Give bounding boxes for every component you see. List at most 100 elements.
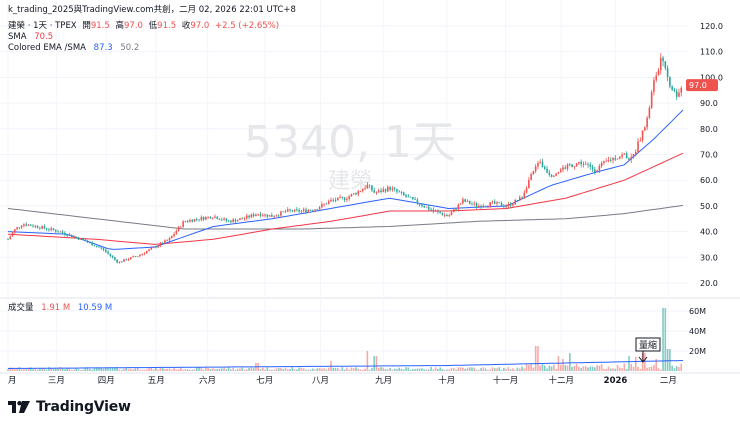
candle-body xyxy=(54,230,57,232)
price-pane-grid xyxy=(0,25,740,374)
candle-body xyxy=(491,201,494,203)
candle-body xyxy=(280,211,282,216)
candle-body xyxy=(339,197,341,199)
volume-bar xyxy=(489,369,491,371)
candle-body xyxy=(191,219,194,222)
candle-body xyxy=(223,218,225,220)
candle-body xyxy=(184,221,187,223)
legend-open: 91.5 xyxy=(91,21,110,31)
volume-bar xyxy=(66,367,68,371)
volume-bar xyxy=(430,367,432,371)
candle-body xyxy=(655,75,658,81)
volume-bar xyxy=(468,367,471,371)
volume-bar xyxy=(364,368,366,371)
volume-bar xyxy=(18,367,21,371)
legend-ema-value: 87.3 xyxy=(94,43,113,53)
candle-body xyxy=(343,197,346,200)
candle-body xyxy=(70,234,73,237)
candle-body xyxy=(418,203,421,205)
volume-bar xyxy=(123,368,125,371)
legend-low: 91.5 xyxy=(157,21,176,31)
candle-body xyxy=(148,249,150,252)
volume-bar xyxy=(591,366,594,371)
volume-bar xyxy=(343,369,346,371)
candle-body xyxy=(68,234,71,236)
moving-average-lines xyxy=(7,109,684,250)
volume-bar xyxy=(193,369,196,371)
volume-bar xyxy=(248,367,250,371)
candle-body xyxy=(634,151,637,155)
candle-body xyxy=(457,204,460,210)
volume-bar xyxy=(173,367,175,371)
volume-bar xyxy=(184,369,187,371)
candle-body xyxy=(437,210,439,212)
candle-body xyxy=(430,209,432,211)
volume-bar xyxy=(102,368,105,371)
volume-bar xyxy=(566,365,569,371)
candle-body xyxy=(348,196,350,200)
tradingview-logo[interactable]: TradingView xyxy=(8,399,131,415)
candle-body xyxy=(675,91,678,97)
candle-body xyxy=(532,171,535,175)
volume-bar xyxy=(359,369,362,371)
annotation-volume-shrink[interactable]: 量縮 xyxy=(635,337,661,363)
candle-body xyxy=(57,231,59,233)
candle-body xyxy=(207,216,209,218)
volume-bar xyxy=(332,367,335,371)
time-axis[interactable]: 月 三月 四月 五月 六月 七月 八月 九月 十月 十一月 十二月 2026 二月 xyxy=(8,375,677,386)
candle-body xyxy=(589,164,592,167)
volume-bar xyxy=(280,368,282,371)
volume-bar xyxy=(443,369,446,371)
volume-bar xyxy=(580,368,582,371)
volume-ma-line xyxy=(7,360,684,369)
candle-body xyxy=(261,215,264,217)
candle-body xyxy=(525,188,528,193)
volume-bar xyxy=(282,369,285,371)
volume-bar xyxy=(157,369,159,371)
volume-bar xyxy=(432,369,435,371)
candle-body xyxy=(336,197,339,201)
volume-bar xyxy=(584,366,587,371)
time-axis-label: 三月 xyxy=(48,376,65,386)
volume-bar xyxy=(671,365,673,371)
volume-bar xyxy=(550,366,553,371)
volume-bar xyxy=(266,367,269,371)
volume-bar xyxy=(421,368,423,371)
volume-axis[interactable]: 20M 40M 60M xyxy=(689,307,706,356)
volume-bar xyxy=(355,367,357,371)
candle-body xyxy=(673,89,676,92)
candle-body xyxy=(596,170,598,173)
volume-bar xyxy=(57,368,59,371)
candle-body xyxy=(195,219,198,220)
candle-body xyxy=(616,158,619,160)
volume-bar xyxy=(594,367,596,371)
candle-body xyxy=(584,163,587,165)
candle-body xyxy=(546,168,548,173)
candle-body xyxy=(105,249,107,252)
volume-bar xyxy=(393,368,396,371)
candle-body xyxy=(382,189,385,192)
price-axis-label: 70.0 xyxy=(700,151,718,160)
volume-bar xyxy=(437,368,439,371)
candle-body xyxy=(268,215,271,217)
volume-bar xyxy=(659,369,662,371)
candle-body xyxy=(102,248,105,250)
volume-bar xyxy=(548,365,551,371)
volume-bar xyxy=(500,369,503,371)
volume-bar xyxy=(166,368,169,371)
price-axis[interactable]: 20.0 30.0 40.0 50.0 60.0 70.0 80.0 90.0 100.0 110… xyxy=(686,22,723,288)
volume-bar xyxy=(111,367,114,371)
volume-bar xyxy=(605,368,607,371)
candle-body xyxy=(539,161,542,164)
candle-body xyxy=(59,231,62,233)
volume-bar xyxy=(455,369,457,371)
volume-bar xyxy=(484,368,487,371)
volume-bar xyxy=(625,369,628,371)
volume-bar xyxy=(371,368,373,371)
volume-bar xyxy=(116,367,118,371)
volume-bar xyxy=(387,369,389,371)
price-axis-label: 90.0 xyxy=(700,99,718,108)
candle-body xyxy=(555,173,557,176)
volume-bar xyxy=(125,367,128,371)
candle-body xyxy=(325,203,328,205)
